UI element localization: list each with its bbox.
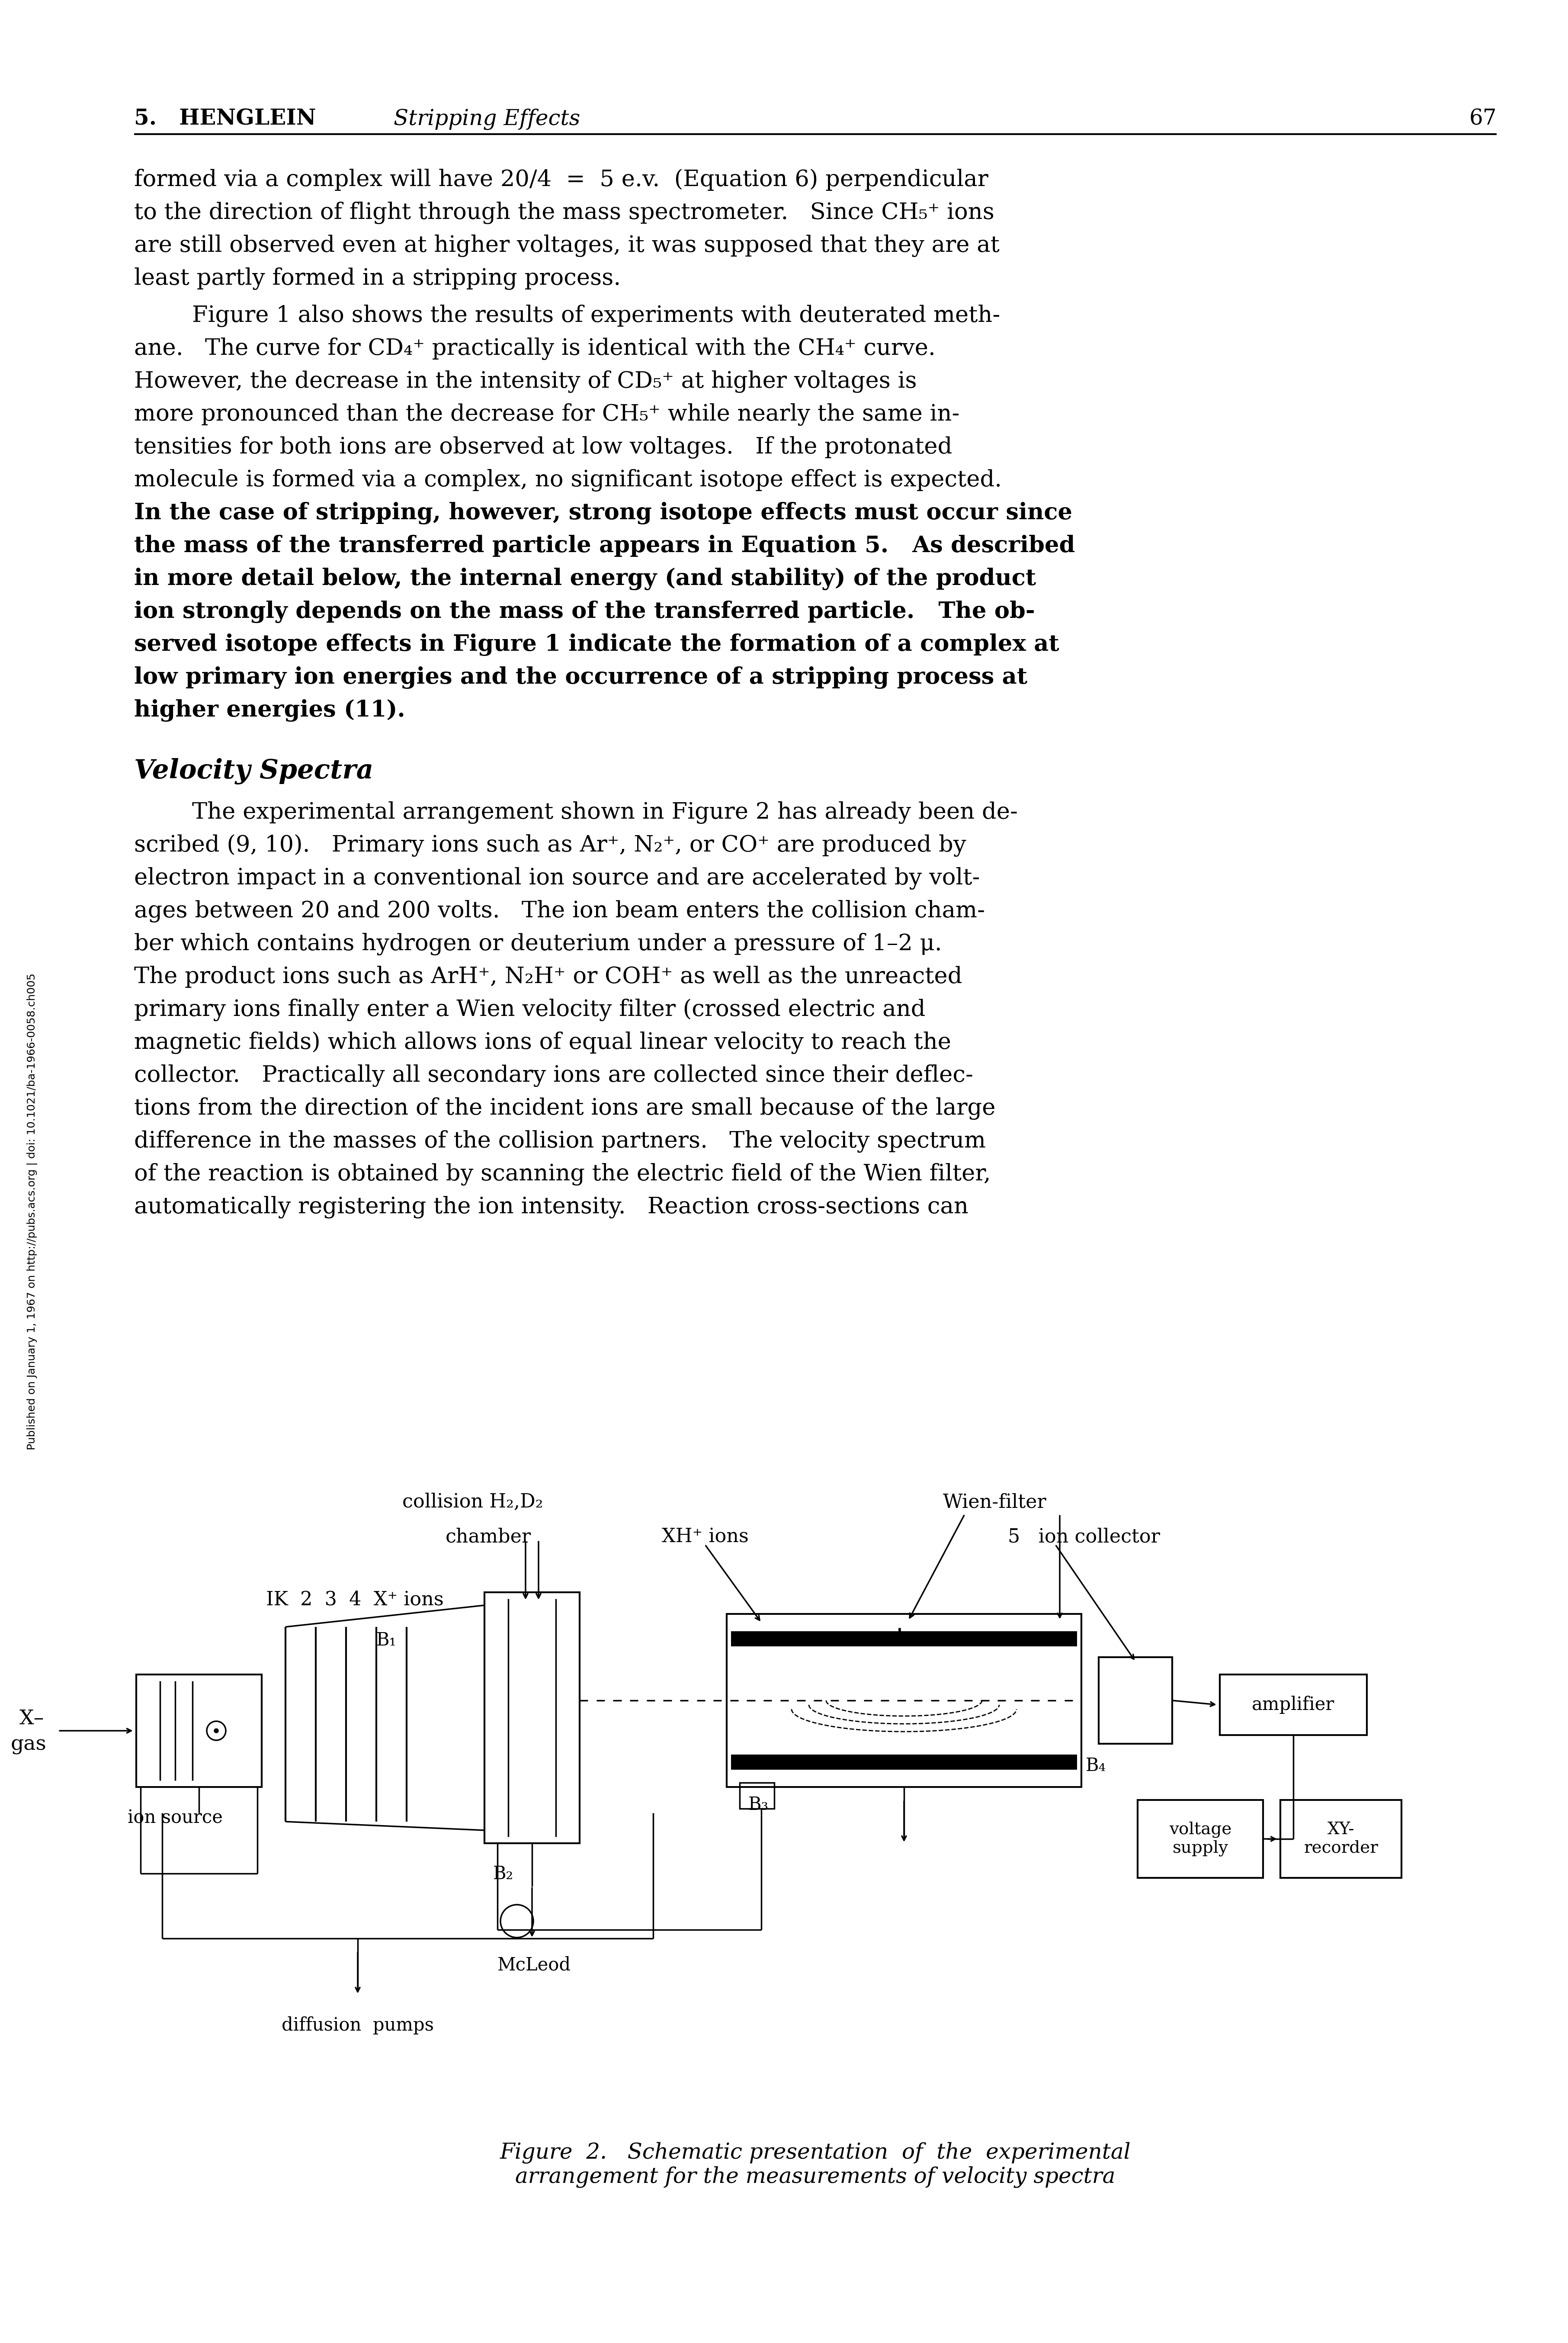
- Text: molecule is formed via a complex, no significant isotope effect is expected.: molecule is formed via a complex, no sig…: [135, 469, 1002, 492]
- Bar: [1281, 1799, 1402, 1877]
- Text: B₄: B₄: [1085, 1757, 1105, 1776]
- Text: higher energies (11).: higher energies (11).: [135, 698, 405, 722]
- Circle shape: [215, 1729, 218, 1734]
- Text: chamber: chamber: [445, 1528, 532, 1546]
- Text: of the reaction is obtained by scanning the electric field of the Wien filter,: of the reaction is obtained by scanning …: [135, 1162, 991, 1186]
- Text: collector.   Practically all secondary ions are collected since their deflec-: collector. Practically all secondary ion…: [135, 1064, 974, 1087]
- Text: 5.   HENGLEIN: 5. HENGLEIN: [135, 108, 317, 129]
- Text: low primary ion energies and the occurrence of a stripping process at: low primary ion energies and the occurre…: [135, 665, 1027, 689]
- Text: formed via a complex will have 20/4  =  5 e.v.  (Equation 6) perpendicular: formed via a complex will have 20/4 = 5 …: [135, 169, 988, 190]
- Text: ane.   The curve for CD₄⁺ practically is identical with the CH₄⁺ curve.: ane. The curve for CD₄⁺ practically is i…: [135, 337, 936, 361]
- Text: Stripping Effects: Stripping Effects: [394, 108, 580, 129]
- Text: more pronounced than the decrease for CH₅⁺ while nearly the same in-: more pronounced than the decrease for CH…: [135, 403, 960, 426]
- Bar: [1138, 1799, 1264, 1877]
- Text: diffusion  pumps: diffusion pumps: [282, 2017, 434, 2034]
- Text: B₁: B₁: [376, 1631, 397, 1649]
- Text: McLeod: McLeod: [497, 1956, 571, 1973]
- Text: ages between 20 and 200 volts.   The ion beam enters the collision cham-: ages between 20 and 200 volts. The ion b…: [135, 900, 985, 923]
- Text: served isotope effects in Figure 1 indicate the formation of a complex at: served isotope effects in Figure 1 indic…: [135, 633, 1060, 656]
- Text: least partly formed in a stripping process.: least partly formed in a stripping proce…: [135, 267, 621, 291]
- Text: Figure  2.   Schematic presentation  of  the  experimental: Figure 2. Schematic presentation of the …: [500, 2142, 1131, 2163]
- Text: primary ions finally enter a Wien velocity filter (crossed electric and: primary ions finally enter a Wien veloci…: [135, 998, 925, 1022]
- Text: in more detail below, the internal energy (and stability) of the product: in more detail below, the internal energ…: [135, 567, 1036, 590]
- Text: tensities for both ions are observed at low voltages.   If the protonated: tensities for both ions are observed at …: [135, 436, 952, 459]
- Text: ion source: ion source: [127, 1809, 223, 1828]
- Text: ber which contains hydrogen or deuterium under a pressure of 1–2 μ.: ber which contains hydrogen or deuterium…: [135, 933, 942, 956]
- Bar: [731, 1755, 1077, 1769]
- Bar: [740, 1783, 775, 1809]
- Text: to the direction of flight through the mass spectrometer.   Since CH₅⁺ ions: to the direction of flight through the m…: [135, 201, 994, 225]
- Text: IK  2  3  4  X⁺ ions: IK 2 3 4 X⁺ ions: [267, 1591, 444, 1610]
- Text: automatically registering the ion intensity.   Reaction cross-sections can: automatically registering the ion intens…: [135, 1195, 969, 1218]
- Text: 67: 67: [1469, 108, 1496, 129]
- Text: The experimental arrangement shown in Figure 2 has already been de-: The experimental arrangement shown in Fi…: [135, 801, 1018, 825]
- Text: Published on January 1, 1967 on http://pubs.acs.org | doi: 10.1021/ba-1966-0058.: Published on January 1, 1967 on http://p…: [27, 972, 38, 1450]
- Text: tions from the direction of the incident ions are small because of the large: tions from the direction of the incident…: [135, 1097, 996, 1120]
- Text: XH⁺ ions: XH⁺ ions: [662, 1528, 748, 1546]
- Bar: [485, 1593, 580, 1844]
- Text: difference in the masses of the collision partners.   The velocity spectrum: difference in the masses of the collisio…: [135, 1129, 986, 1153]
- Text: Figure 1 also shows the results of experiments with deuterated meth-: Figure 1 also shows the results of exper…: [135, 305, 1000, 328]
- Text: the mass of the transferred particle appears in Equation 5.   As described: the mass of the transferred particle app…: [135, 534, 1076, 558]
- Text: XY-
recorder: XY- recorder: [1303, 1821, 1378, 1856]
- Text: Wien-filter: Wien-filter: [942, 1492, 1047, 1511]
- Text: voltage
supply: voltage supply: [1170, 1821, 1231, 1856]
- Bar: [136, 1675, 262, 1788]
- Text: 5   ion collector: 5 ion collector: [1008, 1528, 1160, 1546]
- Text: B₃: B₃: [748, 1795, 768, 1813]
- Text: magnetic fields) which allows ions of equal linear velocity to reach the: magnetic fields) which allows ions of eq…: [135, 1031, 952, 1054]
- Bar: [731, 1631, 1077, 1647]
- Text: +: +: [891, 1626, 909, 1647]
- Bar: [726, 1614, 1082, 1788]
- Text: arrangement for the measurements of velocity spectra: arrangement for the measurements of velo…: [516, 2165, 1115, 2188]
- Text: gas: gas: [11, 1736, 47, 1755]
- Text: Velocity Spectra: Velocity Spectra: [135, 759, 373, 785]
- Text: are still observed even at higher voltages, it was supposed that they are at: are still observed even at higher voltag…: [135, 234, 999, 258]
- Text: electron impact in a conventional ion source and are accelerated by volt-: electron impact in a conventional ion so…: [135, 867, 980, 890]
- Text: collision H₂,D₂: collision H₂,D₂: [403, 1492, 543, 1511]
- Text: The product ions such as ArH⁺, N₂H⁺ or COH⁺ as well as the unreacted: The product ions such as ArH⁺, N₂H⁺ or C…: [135, 965, 963, 989]
- Bar: [1220, 1675, 1367, 1736]
- Text: ion strongly depends on the mass of the transferred particle.   The ob-: ion strongly depends on the mass of the …: [135, 600, 1035, 623]
- Text: In the case of stripping, however, strong isotope effects must occur since: In the case of stripping, however, stron…: [135, 501, 1073, 525]
- Text: B₂: B₂: [492, 1865, 514, 1884]
- Text: X–: X–: [19, 1708, 44, 1729]
- Text: amplifier: amplifier: [1251, 1696, 1334, 1713]
- Text: However, the decrease in the intensity of CD₅⁺ at higher voltages is: However, the decrease in the intensity o…: [135, 370, 917, 394]
- Text: scribed (9, 10).   Primary ions such as Ar⁺, N₂⁺, or CO⁺ are produced by: scribed (9, 10). Primary ions such as Ar…: [135, 834, 966, 858]
- Bar: [1099, 1657, 1173, 1743]
